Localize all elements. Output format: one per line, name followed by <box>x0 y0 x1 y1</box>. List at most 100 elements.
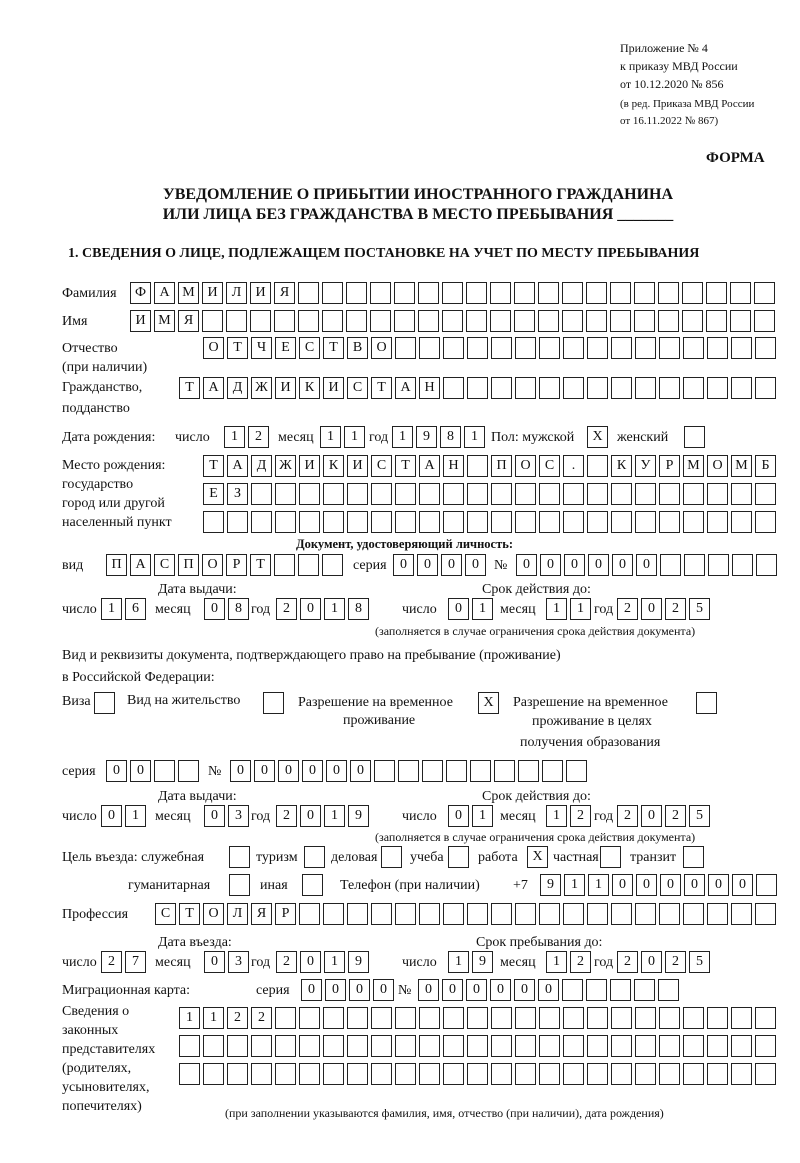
char-box[interactable] <box>635 903 656 925</box>
char-box[interactable]: 6 <box>125 598 146 620</box>
char-box[interactable] <box>371 1007 392 1029</box>
char-box[interactable] <box>755 511 776 533</box>
char-box[interactable]: И <box>299 455 320 477</box>
char-box[interactable] <box>448 846 469 868</box>
char-box[interactable] <box>707 483 728 505</box>
char-box[interactable] <box>659 483 680 505</box>
char-box[interactable] <box>563 377 584 399</box>
char-box[interactable]: 2 <box>617 598 638 620</box>
char-box[interactable]: Н <box>443 455 464 477</box>
char-box[interactable] <box>707 1007 728 1029</box>
char-box[interactable] <box>299 1007 320 1029</box>
char-box[interactable]: 0 <box>204 951 225 973</box>
char-box[interactable]: 1 <box>564 874 585 896</box>
char-box[interactable] <box>683 483 704 505</box>
char-box[interactable]: X <box>587 426 608 448</box>
char-box[interactable] <box>250 310 271 332</box>
char-box[interactable] <box>755 1035 776 1057</box>
char-box[interactable]: Л <box>226 282 247 304</box>
char-box[interactable] <box>275 483 296 505</box>
char-box[interactable]: 0 <box>448 598 469 620</box>
purpose-humanitarian-checkbox[interactable] <box>229 874 250 896</box>
char-box[interactable] <box>754 310 775 332</box>
char-box[interactable]: 5 <box>689 598 710 620</box>
char-box[interactable] <box>275 1063 296 1085</box>
char-box[interactable]: 2 <box>665 805 686 827</box>
char-box[interactable]: Р <box>226 554 247 576</box>
char-box[interactable] <box>323 1063 344 1085</box>
char-box[interactable]: 0 <box>418 979 439 1001</box>
char-box[interactable] <box>346 310 367 332</box>
char-box[interactable] <box>539 511 560 533</box>
char-box[interactable] <box>542 760 563 782</box>
char-box[interactable] <box>467 511 488 533</box>
char-box[interactable]: М <box>154 310 175 332</box>
char-box[interactable] <box>706 310 727 332</box>
char-box[interactable]: 2 <box>101 951 122 973</box>
char-box[interactable] <box>683 903 704 925</box>
char-box[interactable] <box>179 1063 200 1085</box>
char-box[interactable] <box>660 554 681 576</box>
char-box[interactable] <box>275 1007 296 1029</box>
temp-residence-checkbox[interactable]: X <box>478 692 499 714</box>
char-box[interactable] <box>323 483 344 505</box>
char-box[interactable] <box>467 337 488 359</box>
char-box[interactable]: С <box>371 455 392 477</box>
purpose-business-checkbox[interactable] <box>381 846 402 868</box>
char-box[interactable] <box>731 377 752 399</box>
char-box[interactable]: 9 <box>348 805 369 827</box>
char-box[interactable]: 0 <box>641 805 662 827</box>
legal-reps-field[interactable] <box>179 1035 776 1057</box>
char-box[interactable]: Ж <box>251 377 272 399</box>
char-box[interactable] <box>658 282 679 304</box>
char-box[interactable] <box>418 282 439 304</box>
char-box[interactable] <box>491 1063 512 1085</box>
char-box[interactable] <box>539 377 560 399</box>
char-box[interactable] <box>538 282 559 304</box>
char-box[interactable]: 0 <box>302 760 323 782</box>
char-box[interactable]: 1 <box>464 426 485 448</box>
char-box[interactable] <box>755 1063 776 1085</box>
char-box[interactable]: 0 <box>612 554 633 576</box>
char-box[interactable] <box>610 282 631 304</box>
char-box[interactable]: 1 <box>392 426 413 448</box>
char-box[interactable]: 2 <box>251 1007 272 1029</box>
char-box[interactable]: 9 <box>540 874 561 896</box>
char-box[interactable] <box>732 554 753 576</box>
char-box[interactable]: А <box>395 377 416 399</box>
temp-residence-edu-checkbox[interactable] <box>696 692 717 714</box>
char-box[interactable]: 1 <box>570 598 591 620</box>
char-box[interactable]: 1 <box>472 805 493 827</box>
char-box[interactable] <box>634 310 655 332</box>
char-box[interactable]: 0 <box>516 554 537 576</box>
char-box[interactable]: К <box>323 455 344 477</box>
char-box[interactable]: С <box>154 554 175 576</box>
char-box[interactable] <box>394 282 415 304</box>
char-box[interactable] <box>298 310 319 332</box>
char-box[interactable] <box>611 1063 632 1085</box>
char-box[interactable] <box>562 310 583 332</box>
char-box[interactable] <box>374 760 395 782</box>
char-box[interactable] <box>491 1035 512 1057</box>
char-box[interactable]: О <box>707 455 728 477</box>
char-box[interactable] <box>563 903 584 925</box>
char-box[interactable]: Я <box>251 903 272 925</box>
char-box[interactable] <box>515 483 536 505</box>
char-box[interactable]: 0 <box>301 979 322 1001</box>
char-box[interactable]: О <box>515 455 536 477</box>
char-box[interactable]: А <box>419 455 440 477</box>
purpose-study-checkbox[interactable] <box>448 846 469 868</box>
char-box[interactable] <box>418 310 439 332</box>
char-box[interactable]: 0 <box>300 951 321 973</box>
char-box[interactable] <box>563 1007 584 1029</box>
char-box[interactable]: 0 <box>373 979 394 1001</box>
